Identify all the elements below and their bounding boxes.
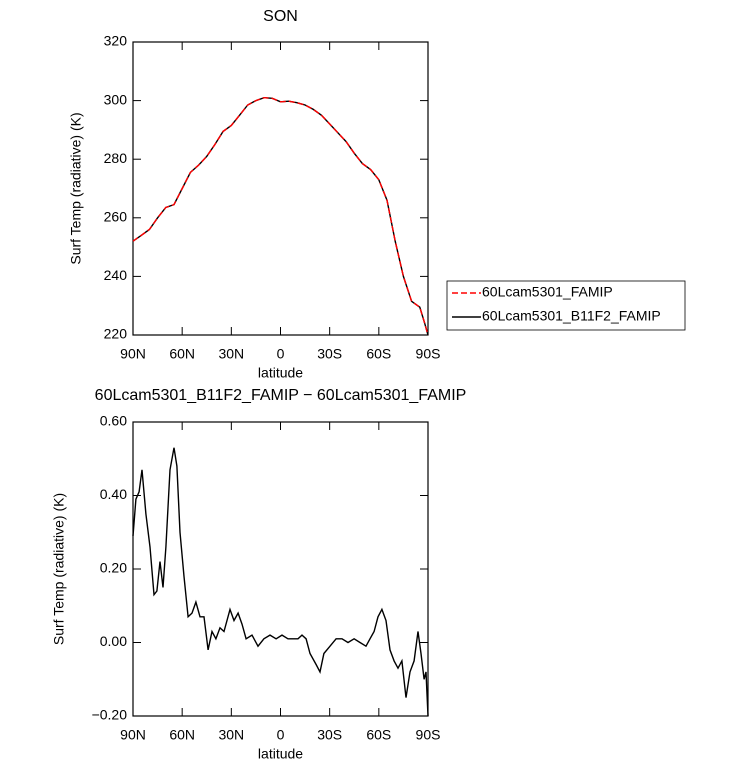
y-tick-label: 240	[104, 267, 128, 283]
x-tick-label: 90S	[416, 346, 441, 362]
x-axis-label: latitude	[258, 746, 303, 762]
chart-title: SON	[263, 8, 298, 25]
x-tick-label: 30N	[218, 727, 244, 743]
x-tick-label: 90N	[120, 727, 146, 743]
plot-frame	[132, 41, 429, 336]
x-tick-label: 30S	[317, 346, 342, 362]
y-tick-label: 0.60	[100, 413, 127, 429]
y-tick-label: 260	[104, 209, 128, 225]
data-line	[132, 96, 429, 336]
legend-box	[446, 280, 686, 331]
y-tick-label: 320	[104, 33, 128, 49]
data-line	[132, 96, 429, 336]
y-tick-label: 0.00	[100, 633, 127, 649]
x-tick-label: 60S	[366, 727, 391, 743]
x-axis-label: latitude	[258, 365, 303, 381]
x-tick-label: 30S	[317, 727, 342, 743]
x-tick-label: 90S	[416, 727, 441, 743]
y-axis-label: Surf Temp (radiative) (K)	[68, 112, 84, 264]
y-tick-label: 220	[104, 326, 128, 342]
x-tick-label: 30N	[218, 346, 244, 362]
x-tick-label: 0	[277, 727, 285, 743]
chart-title: 60Lcam5301_B11F2_FAMIP − 60Lcam5301_FAMI…	[95, 387, 467, 404]
y-tick-label: 0.40	[100, 486, 127, 502]
legend-label: 60Lcam5301_B11F2_FAMIP	[482, 308, 661, 324]
x-tick-label: 0	[277, 346, 285, 362]
x-tick-label: 60S	[366, 346, 391, 362]
y-axis-label: Surf Temp (radiative) (K)	[51, 493, 67, 645]
legend-label: 60Lcam5301_FAMIP	[482, 284, 613, 300]
y-tick-label: 300	[104, 91, 128, 107]
y-tick-label: 280	[104, 150, 128, 166]
y-tick-label: 0.20	[100, 560, 127, 576]
y-tick-label: −0.20	[92, 707, 128, 723]
x-tick-label: 60N	[169, 727, 195, 743]
data-line	[132, 447, 429, 717]
x-tick-label: 60N	[169, 346, 195, 362]
x-tick-label: 90N	[120, 346, 146, 362]
